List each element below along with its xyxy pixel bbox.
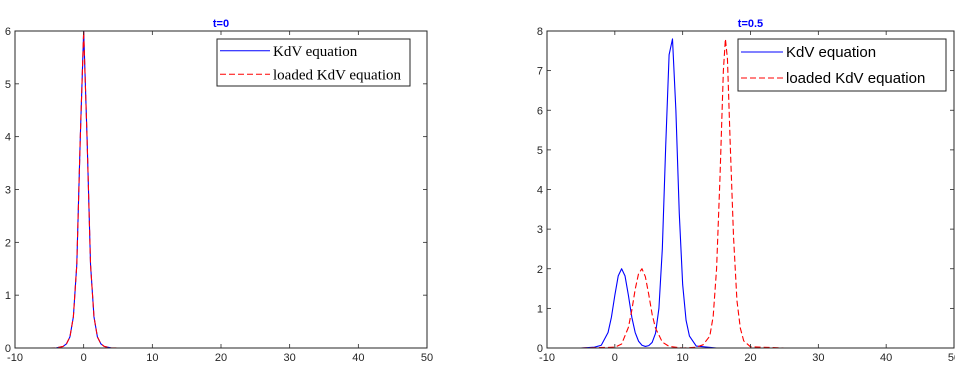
x-tick-label: 10 xyxy=(677,352,689,364)
x-tick-label: 50 xyxy=(948,352,955,364)
legend: KdV equation loaded KdV equation xyxy=(216,38,411,87)
x-tick-label: 10 xyxy=(146,352,158,364)
x-tick-label: 40 xyxy=(352,352,364,364)
x-tick-label: 0 xyxy=(81,352,87,364)
y-tick-label: 4 xyxy=(537,185,543,197)
y-tick-label: 0 xyxy=(537,343,543,355)
x-tick-label: -10 xyxy=(7,352,23,364)
y-tick-label: 4 xyxy=(5,132,11,144)
chart-title: t=0.5 xyxy=(738,18,763,30)
series-line-loaded-kdv xyxy=(580,38,954,349)
x-tick-label: -10 xyxy=(539,352,555,364)
chart-title: t=0 xyxy=(213,18,229,30)
y-tick-label: 6 xyxy=(5,26,11,38)
y-tick-label: 2 xyxy=(5,237,11,249)
x-tick-label: 0 xyxy=(612,352,618,364)
legend: KdV equation loaded KdV equation xyxy=(737,38,947,92)
legend-label: loaded KdV equation xyxy=(273,67,402,83)
y-tick-label: 6 xyxy=(537,105,543,117)
legend-label: KdV equation xyxy=(786,44,876,61)
x-tick-label: 30 xyxy=(284,352,296,364)
x-tick-label: 30 xyxy=(812,352,824,364)
x-tick-label: 20 xyxy=(744,352,756,364)
y-tick-label: 7 xyxy=(537,66,543,78)
y-tick-label: 2 xyxy=(537,264,543,276)
legend-box xyxy=(216,38,411,87)
legend-label: loaded KdV equation xyxy=(786,70,925,87)
legend-label: KdV equation xyxy=(273,44,358,60)
x-tick-label: 20 xyxy=(215,352,227,364)
x-tick-label: 40 xyxy=(880,352,892,364)
y-tick-label: 0 xyxy=(5,343,11,355)
y-tick-label: 3 xyxy=(5,185,11,197)
series-line-kdv xyxy=(580,38,954,349)
y-tick-label: 8 xyxy=(537,26,543,38)
y-tick-label: 5 xyxy=(537,145,543,157)
y-tick-label: 1 xyxy=(537,303,543,315)
y-tick-label: 5 xyxy=(5,79,11,91)
x-tick-label: 50 xyxy=(421,352,433,364)
y-tick-label: 1 xyxy=(5,290,11,302)
legend-box xyxy=(737,38,947,92)
y-tick-label: 3 xyxy=(537,224,543,236)
